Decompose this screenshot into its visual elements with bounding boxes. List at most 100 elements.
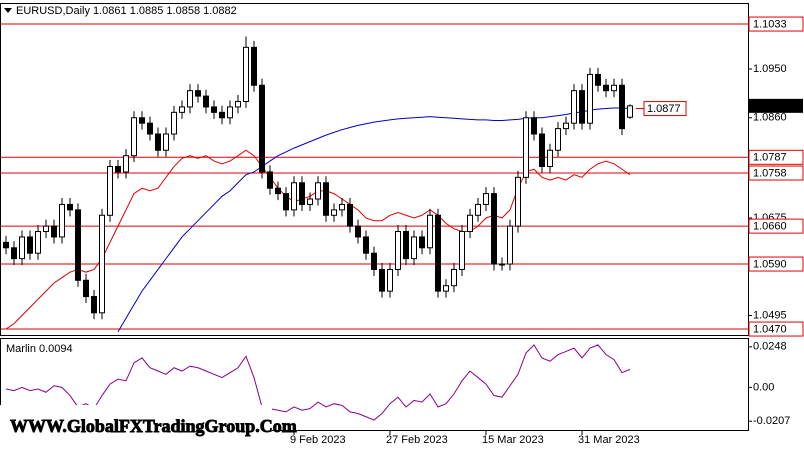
candle-body <box>75 209 81 281</box>
candle-body <box>19 236 25 260</box>
level-label: 1.0660 <box>753 221 787 233</box>
y-tick-label: 1.0495 <box>753 309 787 321</box>
candle-body <box>427 214 433 249</box>
candle-body <box>307 198 313 205</box>
candle-body <box>67 203 73 211</box>
candle-body <box>571 90 577 124</box>
watermark-box <box>0 405 272 453</box>
x-tick-label: 9 Feb 2023 <box>290 434 346 446</box>
level-label-box <box>748 256 804 272</box>
candle-body <box>331 209 337 216</box>
candle-body <box>387 268 393 292</box>
indicator-line <box>5 344 631 421</box>
level-label: 1.0470 <box>753 323 787 335</box>
candle-body <box>43 225 49 233</box>
candle-body <box>371 252 377 270</box>
candle-body <box>523 117 529 178</box>
candle-body <box>11 247 17 260</box>
ma-label: 1.0877 <box>647 103 681 115</box>
candle-body <box>419 236 425 249</box>
candle-body <box>107 166 113 216</box>
y-tick-label: 0.00 <box>753 381 774 393</box>
candle-body <box>603 84 609 92</box>
chart-title: EURUSD,Daily 1.0861 1.0885 1.0858 1.0882 <box>16 5 237 17</box>
level-label-box <box>748 149 804 165</box>
candle-body <box>3 241 9 249</box>
candle-body <box>467 214 473 233</box>
y-tick-label: 0.0248 <box>753 341 787 353</box>
candle-body <box>507 225 513 265</box>
level-label: 1.0758 <box>753 167 787 179</box>
candle-body <box>27 236 33 254</box>
x-tick-label: 27 Feb 2023 <box>386 434 448 446</box>
candle-body <box>243 46 249 103</box>
x-tick-label: 31 Mar 2023 <box>578 434 640 446</box>
level-label-box <box>748 321 804 337</box>
candle-body <box>139 117 145 124</box>
candle-body <box>51 225 57 238</box>
candle-body <box>443 285 449 292</box>
candle-body <box>323 182 329 216</box>
candle-body <box>195 90 201 97</box>
watermark: WWW.GlobalFXTradingGroup.Com <box>10 416 297 436</box>
level-label-box <box>748 16 804 32</box>
candle-body <box>99 214 105 314</box>
y-tick-label: 1.0860 <box>753 112 787 124</box>
candle-body <box>267 171 273 189</box>
candle-body <box>579 90 585 124</box>
candle-body <box>355 225 361 238</box>
y-tick-label: 1.0950 <box>753 63 787 75</box>
candle-body <box>539 133 545 168</box>
price-label-box <box>749 98 803 113</box>
candle-body <box>123 155 129 173</box>
candle-body <box>619 84 625 130</box>
candle-body <box>299 182 305 205</box>
price-label: 1.0882 <box>753 100 787 112</box>
candle-body <box>147 122 153 135</box>
sub-panel-frame <box>0 338 749 431</box>
candle-body <box>499 263 505 266</box>
candle-body <box>59 203 65 238</box>
candle-body <box>235 101 241 108</box>
candle-body <box>379 268 385 292</box>
candle-body <box>363 236 369 254</box>
candle-body <box>283 193 289 211</box>
candle-body <box>179 106 185 113</box>
candle-body <box>259 84 265 173</box>
menu-triangle <box>4 8 12 13</box>
candle-body <box>459 231 465 270</box>
candle-body <box>555 128 561 151</box>
candle-body <box>163 133 169 151</box>
candle-body <box>251 46 257 86</box>
candle-body <box>83 279 89 298</box>
candle-body <box>275 187 281 195</box>
candle-body <box>227 106 233 119</box>
candle-body <box>203 95 209 108</box>
candle-body <box>475 203 481 216</box>
candle-body <box>35 231 41 254</box>
y-tick-label: -0.0207 <box>753 415 790 427</box>
candle-body <box>563 122 569 130</box>
candle-body <box>291 182 297 211</box>
candle-body <box>211 106 217 113</box>
candle-body <box>531 117 537 135</box>
candle-body <box>435 214 441 292</box>
x-tick-label: 15 Mar 2023 <box>482 434 544 446</box>
candle-body <box>171 111 177 135</box>
level-label-box <box>748 218 804 234</box>
indicator-line <box>117 107 631 333</box>
candle-body <box>411 236 417 260</box>
candle-body <box>403 231 409 260</box>
candle-body <box>347 203 353 227</box>
candle-body <box>547 149 553 168</box>
candle-body <box>483 193 489 205</box>
candle-body <box>451 268 457 287</box>
candle-body <box>515 176 521 227</box>
candle-body <box>155 133 161 151</box>
level-label: 1.0590 <box>753 258 787 270</box>
candle-body <box>91 296 97 314</box>
candle-body <box>115 166 121 173</box>
candle-body <box>219 111 225 119</box>
candle-body <box>315 182 321 200</box>
